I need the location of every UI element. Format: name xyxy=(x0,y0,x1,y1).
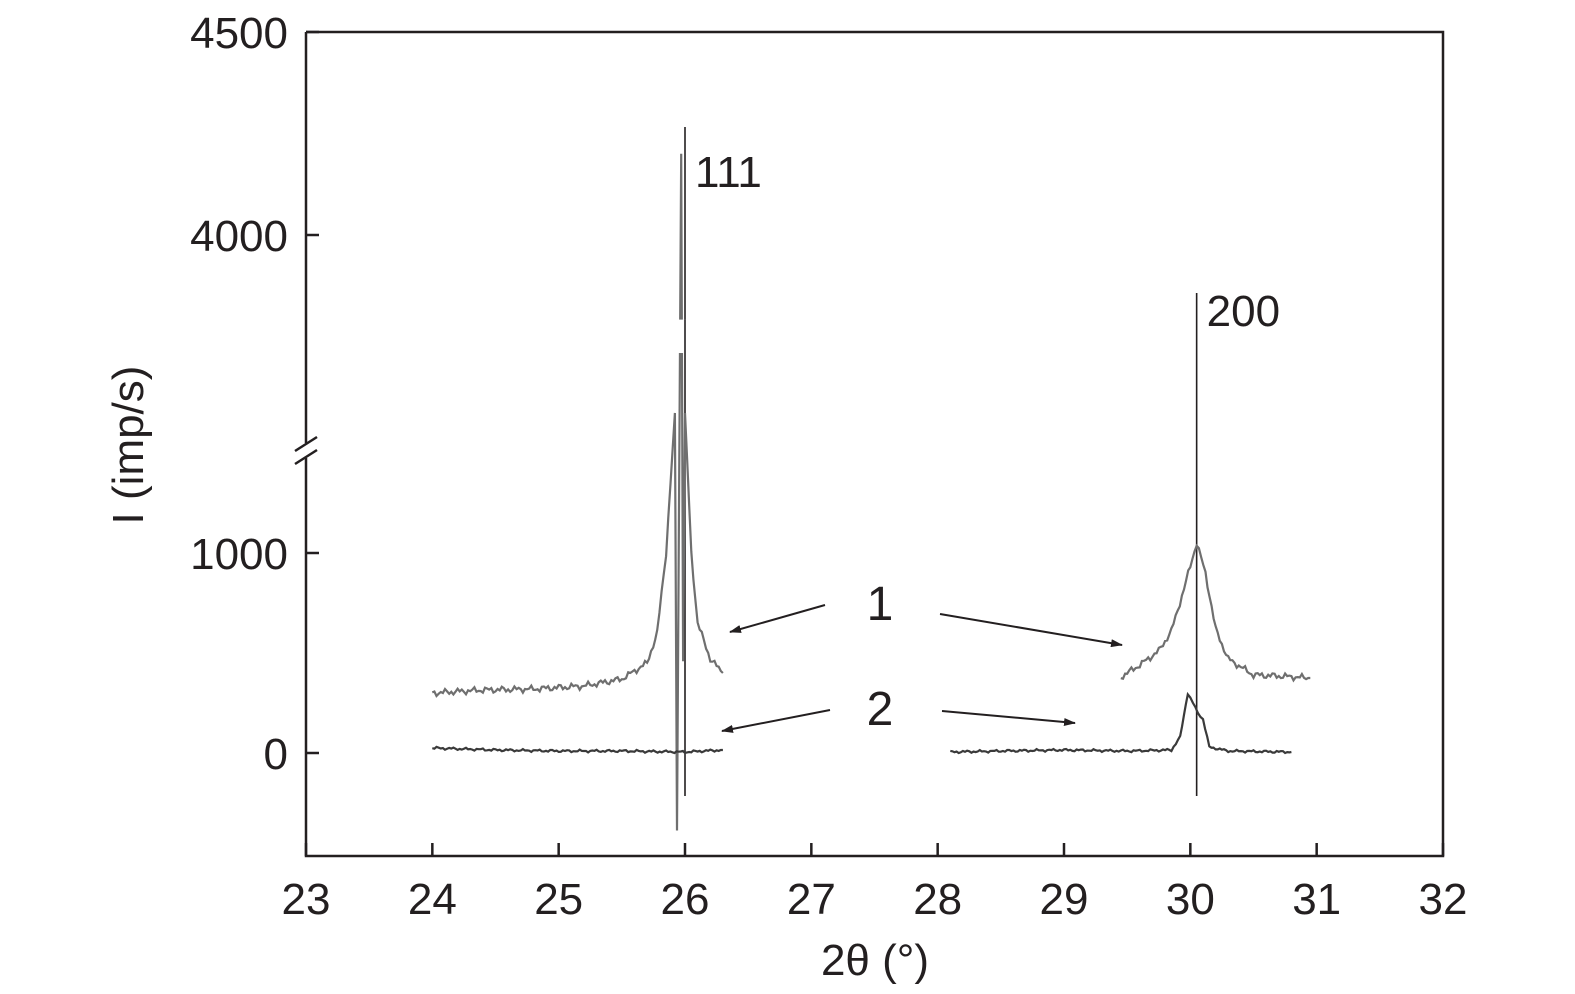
x-tick-label: 27 xyxy=(787,875,836,924)
curve-label: 2 xyxy=(867,683,894,736)
x-tick-label: 30 xyxy=(1166,875,1215,924)
y-tick-label: 4000 xyxy=(190,212,288,261)
y-axis: 0 1000 4000 4500 xyxy=(190,9,319,779)
peak-label: 200 xyxy=(1207,287,1280,336)
y-axis-title: I (imp/s) xyxy=(104,366,153,525)
x-tick-label: 32 xyxy=(1419,875,1468,924)
axis-break-gap xyxy=(659,319,701,353)
x-axis-title: 2θ (°) xyxy=(821,936,929,985)
annotations: 12 xyxy=(721,578,1123,736)
x-tick-label: 25 xyxy=(534,875,583,924)
arrow xyxy=(729,604,826,633)
series-group xyxy=(431,153,1311,831)
x-tick-label: 26 xyxy=(661,875,710,924)
y-tick-label: 1000 xyxy=(190,530,288,579)
x-tick-label: 28 xyxy=(913,875,962,924)
x-axis: 23 24 25 26 27 28 29 30 31 32 xyxy=(282,843,1468,924)
peak-label: 111 xyxy=(695,148,762,197)
series-2-line xyxy=(432,745,723,755)
x-tick-label: 31 xyxy=(1292,875,1341,924)
x-tick-label: 24 xyxy=(408,875,457,924)
arrow xyxy=(941,710,1076,726)
series-2-line xyxy=(950,691,1292,755)
series-1-line xyxy=(431,153,724,831)
x-tick-label: 23 xyxy=(282,875,331,924)
reference-lines: 111 200 xyxy=(684,127,1280,796)
axis-break-mark xyxy=(294,448,318,466)
y-tick-label: 0 xyxy=(264,730,288,779)
x-tick-label: 29 xyxy=(1040,875,1089,924)
arrow xyxy=(721,709,831,733)
curve-label: 1 xyxy=(867,578,894,631)
y-tick-label: 4500 xyxy=(190,9,288,58)
series-1-line xyxy=(1120,543,1311,683)
arrow xyxy=(939,613,1123,648)
axis-break-mark xyxy=(294,435,318,453)
